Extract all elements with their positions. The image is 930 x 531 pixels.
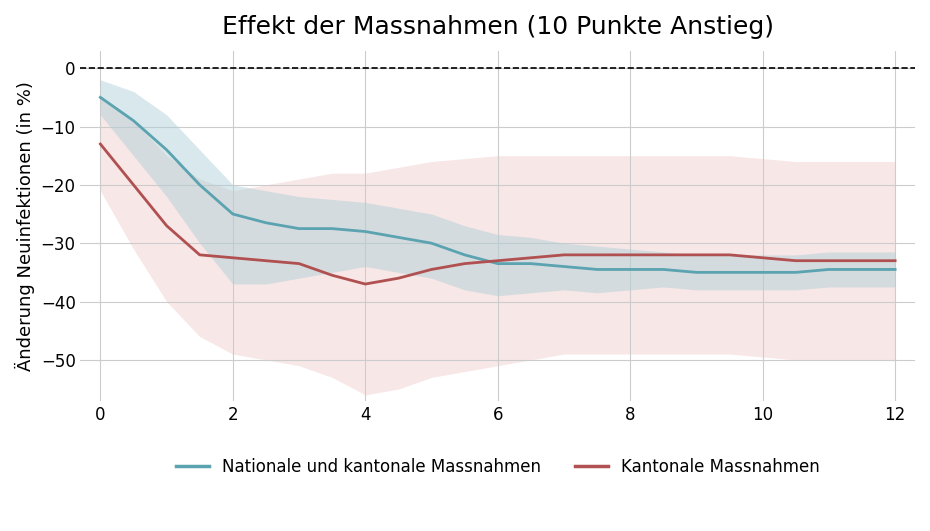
Legend: Nationale und kantonale Massnahmen, Kantonale Massnahmen: Nationale und kantonale Massnahmen, Kant… bbox=[169, 451, 827, 482]
Title: Effekt der Massnahmen (10 Punkte Anstieg): Effekt der Massnahmen (10 Punkte Anstieg… bbox=[221, 15, 774, 39]
Y-axis label: Änderung Neuinfektionen (in %): Änderung Neuinfektionen (in %) bbox=[15, 81, 35, 371]
